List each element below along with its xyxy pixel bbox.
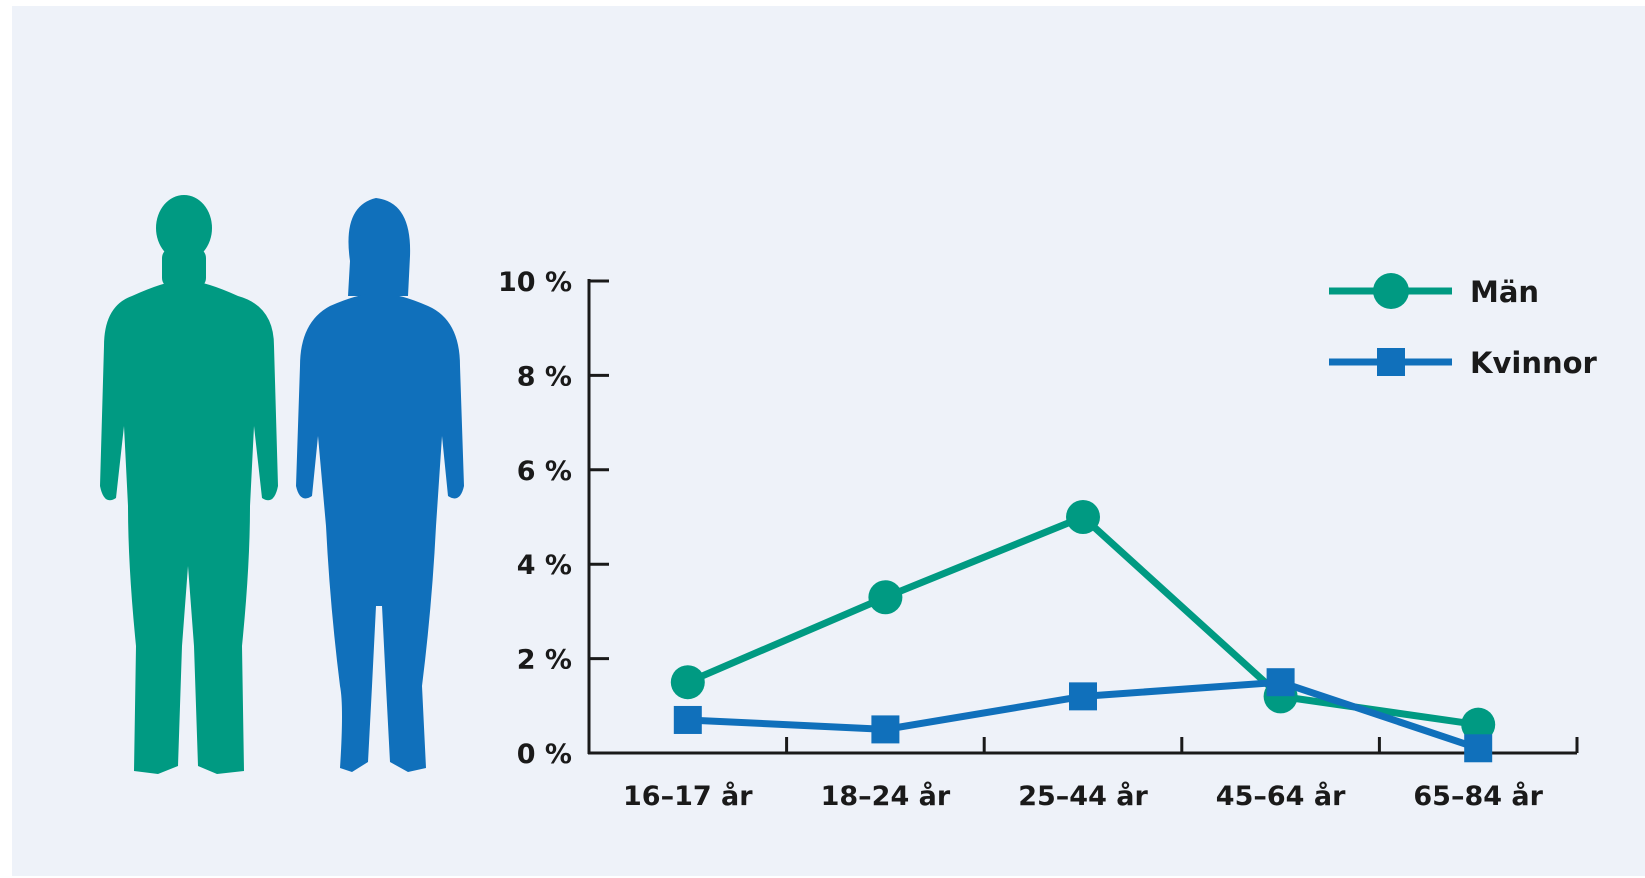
data-point [1464, 734, 1493, 763]
data-point [673, 705, 702, 734]
legend-marker [1373, 273, 1409, 309]
man-silhouette-icon [100, 195, 278, 774]
y-tick-label: 6 % [517, 456, 572, 487]
line-chart: 0 % 2 % 4 % 6 % 8 % 10 % 16–17 år 18–24 år 25–4… [100, 195, 1598, 812]
legend-label: Män [1470, 275, 1539, 309]
data-point [868, 580, 903, 615]
legend-marker [1377, 348, 1405, 376]
x-axis-ticks: 16–17 år 18–24 år 25–44 år 45–64 år 65–84 år [623, 737, 1579, 812]
data-point [871, 715, 900, 744]
data-point [1461, 707, 1496, 742]
chart-legend: Män Kvinnor [1329, 273, 1598, 380]
x-tick-label: 45–64 år [1216, 780, 1346, 812]
woman-silhouette-icon [296, 198, 464, 772]
y-tick-label: 8 % [517, 361, 572, 392]
x-tick-label: 18–24 år [821, 780, 951, 812]
y-tick-label: 2 % [517, 645, 572, 676]
x-tick-label: 16–17 år [623, 780, 753, 812]
y-tick-label: 4 % [517, 550, 572, 581]
data-point [670, 665, 705, 700]
data-point [1066, 500, 1100, 534]
data-point [1069, 682, 1097, 711]
x-tick-label: 65–84 år [1413, 780, 1543, 812]
chart-panel: 0 % 2 % 4 % 6 % 8 % 10 % 16–17 år 18–24 år 25–4… [12, 6, 1645, 876]
chart-series [670, 500, 1496, 763]
y-tick-label: 10 % [498, 267, 572, 298]
x-tick-label: 25–44 år [1018, 780, 1148, 812]
legend-label: Kvinnor [1470, 346, 1598, 380]
y-tick-label: 0 % [517, 739, 572, 770]
chart-axes [587, 279, 1577, 755]
y-axis-ticks: 0 % 2 % 4 % 6 % 8 % 10 % [498, 267, 609, 770]
data-point [1266, 668, 1295, 697]
